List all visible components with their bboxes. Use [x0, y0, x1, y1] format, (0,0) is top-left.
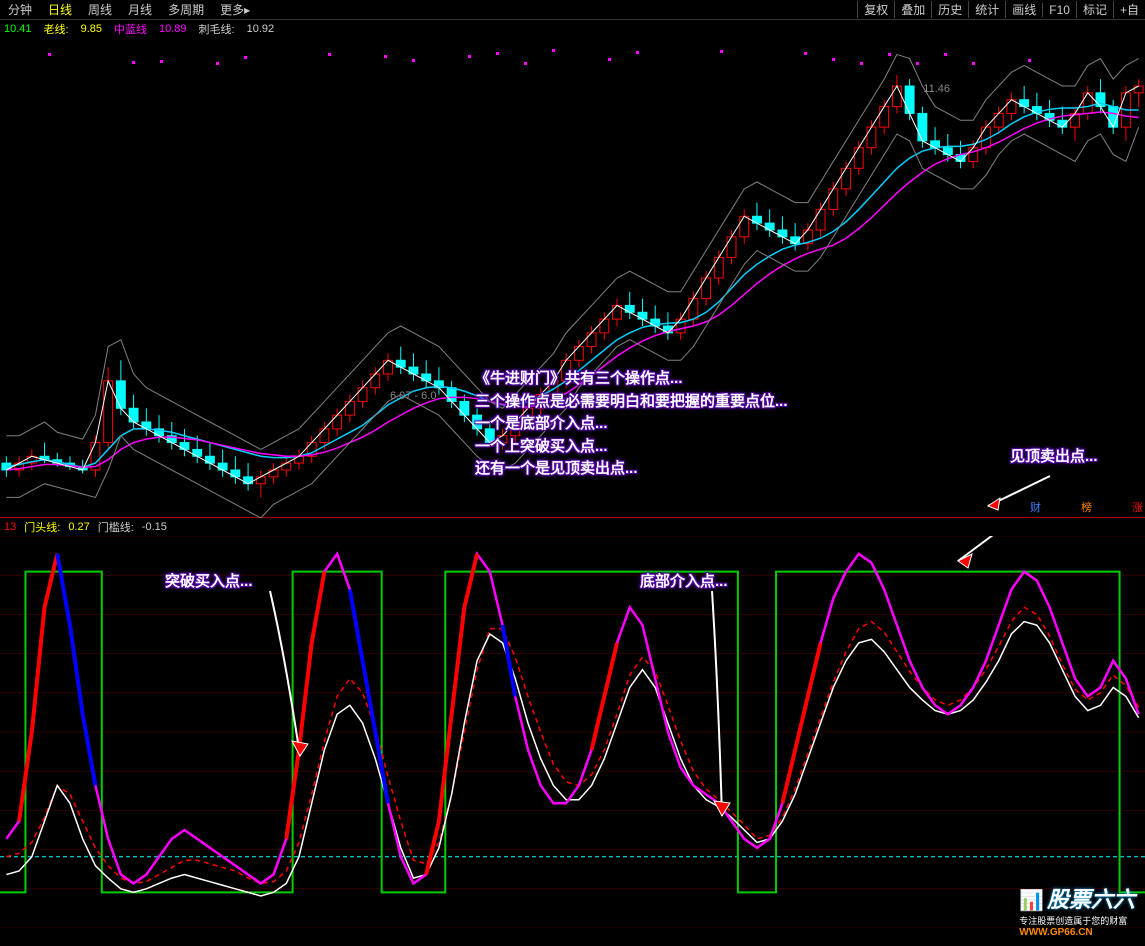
top-toolbar: 分钟日线周线月线多周期更多▸ 复权叠加历史统计画线F10标记+自: [0, 0, 1145, 20]
btn-0[interactable]: 复权: [857, 1, 894, 18]
price-mid-label: 6.07 - 6.0: [390, 390, 436, 402]
tab-1[interactable]: 日线: [40, 1, 80, 18]
tab-2[interactable]: 周线: [80, 1, 120, 18]
btn-7[interactable]: +自: [1113, 1, 1145, 18]
tab-5[interactable]: 更多▸: [212, 1, 258, 18]
sub-val3: -0.15: [142, 521, 167, 533]
legend-val3: 10.89: [159, 23, 187, 35]
btn-6[interactable]: 标记: [1076, 1, 1113, 18]
watermark: 📊 股票六六 专注股票创造属于您的财富 WWW.GP66.CN: [1019, 882, 1135, 938]
indicator-dots: [0, 48, 1145, 78]
legend-lbl4: 刺毛线:: [199, 21, 235, 37]
btn-1[interactable]: 叠加: [894, 1, 931, 18]
watermark-subtitle: 专注股票创造属于您的财富: [1019, 916, 1127, 926]
sub-legend: 13 门头线: 0.27 门槛线: -0.15: [0, 518, 1145, 536]
sub-val2: 0.27: [68, 521, 89, 533]
price-high-label: 11.46: [923, 83, 950, 95]
btn-4[interactable]: 画线: [1005, 1, 1042, 18]
sub-lbl2: 门头线:: [24, 519, 60, 535]
sub-val1: 13: [4, 521, 16, 533]
sub-chart[interactable]: 突破买入点... 底部介入点... 📊 股票六六 专注股票创造属于您的财富 WW…: [0, 536, 1145, 946]
main-legend: 10.41 老线: 9.85 中蓝线 10.89 刺毛线: 10.92: [0, 20, 1145, 38]
annotation-bottom: 底部介入点...: [640, 571, 728, 594]
annotation-breakout: 突破买入点...: [165, 571, 253, 594]
right-badges: 财榜涨: [1030, 499, 1143, 515]
legend-val1: 10.41: [4, 23, 32, 35]
tab-0[interactable]: 分钟: [0, 1, 40, 18]
timeframe-tabs: 分钟日线周线月线多周期更多▸: [0, 0, 258, 19]
btn-5[interactable]: F10: [1042, 3, 1076, 17]
btn-2[interactable]: 历史: [931, 1, 968, 18]
sub-chart-svg: [0, 536, 1145, 928]
main-chart[interactable]: 11.46 6.07 - 6.0 《牛进财门》共有三个操作点...三个操作点是必…: [0, 38, 1145, 518]
toolbar-actions: 复权叠加历史统计画线F10标记+自: [857, 0, 1145, 19]
annotation-main: 《牛进财门》共有三个操作点...三个操作点是必需要明白和要把握的重要点位...一…: [475, 368, 788, 481]
tab-4[interactable]: 多周期: [160, 1, 212, 18]
btn-3[interactable]: 统计: [968, 1, 1005, 18]
sub-lbl3: 门槛线:: [98, 519, 134, 535]
legend-lbl2: 老线:: [44, 21, 69, 37]
watermark-title: 股票六六: [1047, 887, 1135, 912]
legend-val2: 9.85: [81, 23, 102, 35]
annotation-top-sell: 见顶卖出点...: [1010, 446, 1098, 469]
tab-3[interactable]: 月线: [120, 1, 160, 18]
legend-val4: 10.92: [247, 23, 275, 35]
legend-lbl3: 中蓝线: [114, 21, 147, 37]
